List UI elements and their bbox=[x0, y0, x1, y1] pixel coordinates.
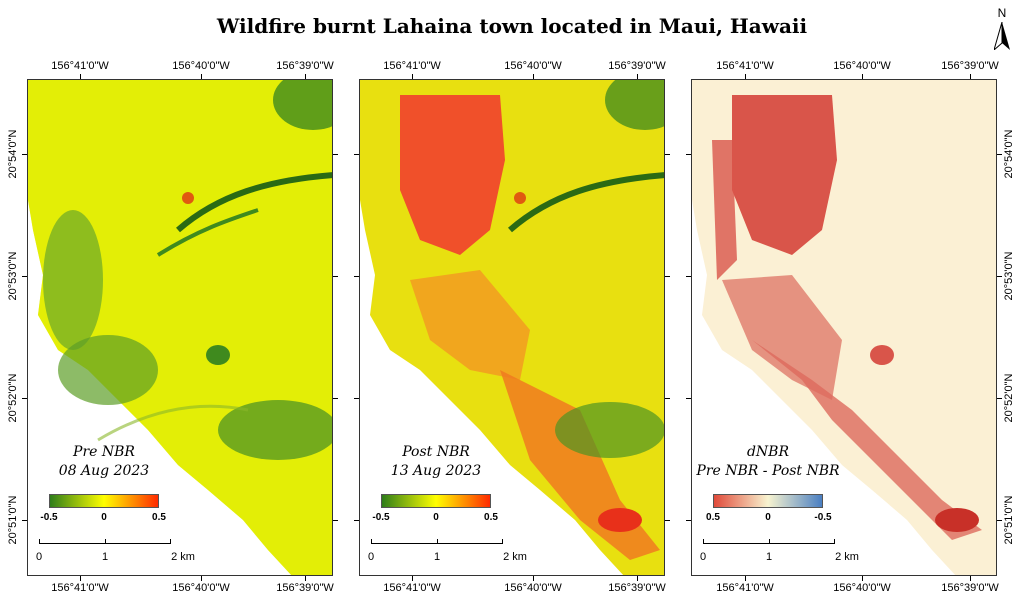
colorbar bbox=[49, 494, 159, 508]
scalebar-label-1: 1 bbox=[101, 551, 109, 563]
legend-title-line1: Pre NBR bbox=[73, 444, 135, 460]
north-arrow-label: N bbox=[997, 6, 1007, 20]
north-arrow: N bbox=[992, 6, 1012, 52]
colorbar-label-min: -0.5 bbox=[40, 512, 58, 523]
lon-tick-top: 156°41'0"W bbox=[383, 60, 441, 72]
lat-tick-left: 20°54'0"N bbox=[7, 129, 19, 179]
lon-tick-top: 156°39'0"W bbox=[941, 60, 999, 72]
lon-tick-bottom: 156°39'0"W bbox=[608, 582, 666, 594]
legend-title-line1: Post NBR bbox=[402, 444, 470, 460]
lon-tick-top: 156°40'0"W bbox=[833, 60, 891, 72]
scalebar bbox=[703, 539, 835, 553]
colorbar-label-min: -0.5 bbox=[372, 512, 390, 523]
lat-tick-right: 20°54'0"N bbox=[1003, 129, 1015, 179]
lon-tick-top: 156°41'0"W bbox=[51, 60, 109, 72]
lon-tick-top: 156°41'0"W bbox=[716, 60, 774, 72]
panel-pre-nbr: Pre NBR 08 Aug 2023 -0.5 0 0.5 0 1 2 km bbox=[27, 79, 333, 576]
lon-tick-top: 156°40'0"W bbox=[172, 60, 230, 72]
lat-tick-right: 20°51'0"N bbox=[1003, 495, 1015, 545]
lon-tick-top: 156°40'0"W bbox=[504, 60, 562, 72]
lon-tick-bottom: 156°39'0"W bbox=[941, 582, 999, 594]
pre-nbr-map bbox=[28, 80, 332, 575]
panel-dnbr: dNBR Pre NBR - Post NBR 0.5 0 -0.5 0 1 2… bbox=[691, 79, 997, 576]
map-title: Wildfire burnt Lahaina town located in M… bbox=[216, 14, 808, 38]
lon-tick-top: 156°39'0"W bbox=[608, 60, 666, 72]
colorbar-label-mid: 0 bbox=[101, 512, 107, 523]
colorbar bbox=[381, 494, 491, 508]
lat-tick-right: 20°52'0"N bbox=[1003, 373, 1015, 423]
lat-tick-right: 20°53'0"N bbox=[1003, 251, 1015, 301]
colorbar bbox=[713, 494, 823, 508]
scalebar-label-0: 0 bbox=[35, 551, 43, 563]
legend-title-line1: dNBR bbox=[746, 444, 790, 460]
scalebar-label-0: 0 bbox=[699, 551, 707, 563]
colorbar-label-min: 0.5 bbox=[706, 512, 720, 523]
colorbar-label-max: 0.5 bbox=[484, 512, 498, 523]
north-arrow-icon bbox=[994, 22, 1010, 50]
lon-tick-bottom: 156°40'0"W bbox=[504, 582, 562, 594]
lon-tick-bottom: 156°41'0"W bbox=[51, 582, 109, 594]
scalebar-label-1: 1 bbox=[433, 551, 441, 563]
colorbar-label-max: -0.5 bbox=[814, 512, 832, 523]
lon-tick-bottom: 156°41'0"W bbox=[716, 582, 774, 594]
lat-tick-left: 20°51'0"N bbox=[7, 495, 19, 545]
scalebar-label-2: 2 km bbox=[835, 551, 859, 563]
legend-title-line2: Pre NBR - Post NBR bbox=[696, 463, 840, 479]
scalebar-label-2: 2 km bbox=[503, 551, 527, 563]
legend-title-line2: 08 Aug 2023 bbox=[58, 463, 150, 479]
colorbar-label-mid: 0 bbox=[765, 512, 771, 523]
scalebar-label-1: 1 bbox=[765, 551, 773, 563]
scalebar bbox=[39, 539, 171, 553]
lon-tick-bottom: 156°41'0"W bbox=[383, 582, 441, 594]
lat-tick-left: 20°53'0"N bbox=[7, 251, 19, 301]
colorbar-label-max: 0.5 bbox=[152, 512, 166, 523]
scalebar-label-2: 2 km bbox=[171, 551, 195, 563]
lon-tick-bottom: 156°40'0"W bbox=[833, 582, 891, 594]
lon-tick-bottom: 156°40'0"W bbox=[172, 582, 230, 594]
legend-title-line2: 13 Aug 2023 bbox=[390, 463, 482, 479]
lat-tick-left: 20°52'0"N bbox=[7, 373, 19, 423]
lon-tick-bottom: 156°39'0"W bbox=[276, 582, 334, 594]
scalebar bbox=[371, 539, 503, 553]
dnbr-map bbox=[692, 80, 996, 575]
lon-tick-top: 156°39'0"W bbox=[276, 60, 334, 72]
scalebar-label-0: 0 bbox=[367, 551, 375, 563]
colorbar-label-mid: 0 bbox=[433, 512, 439, 523]
post-nbr-map bbox=[360, 80, 664, 575]
panel-post-nbr: Post NBR 13 Aug 2023 -0.5 0 0.5 0 1 2 km bbox=[359, 79, 665, 576]
